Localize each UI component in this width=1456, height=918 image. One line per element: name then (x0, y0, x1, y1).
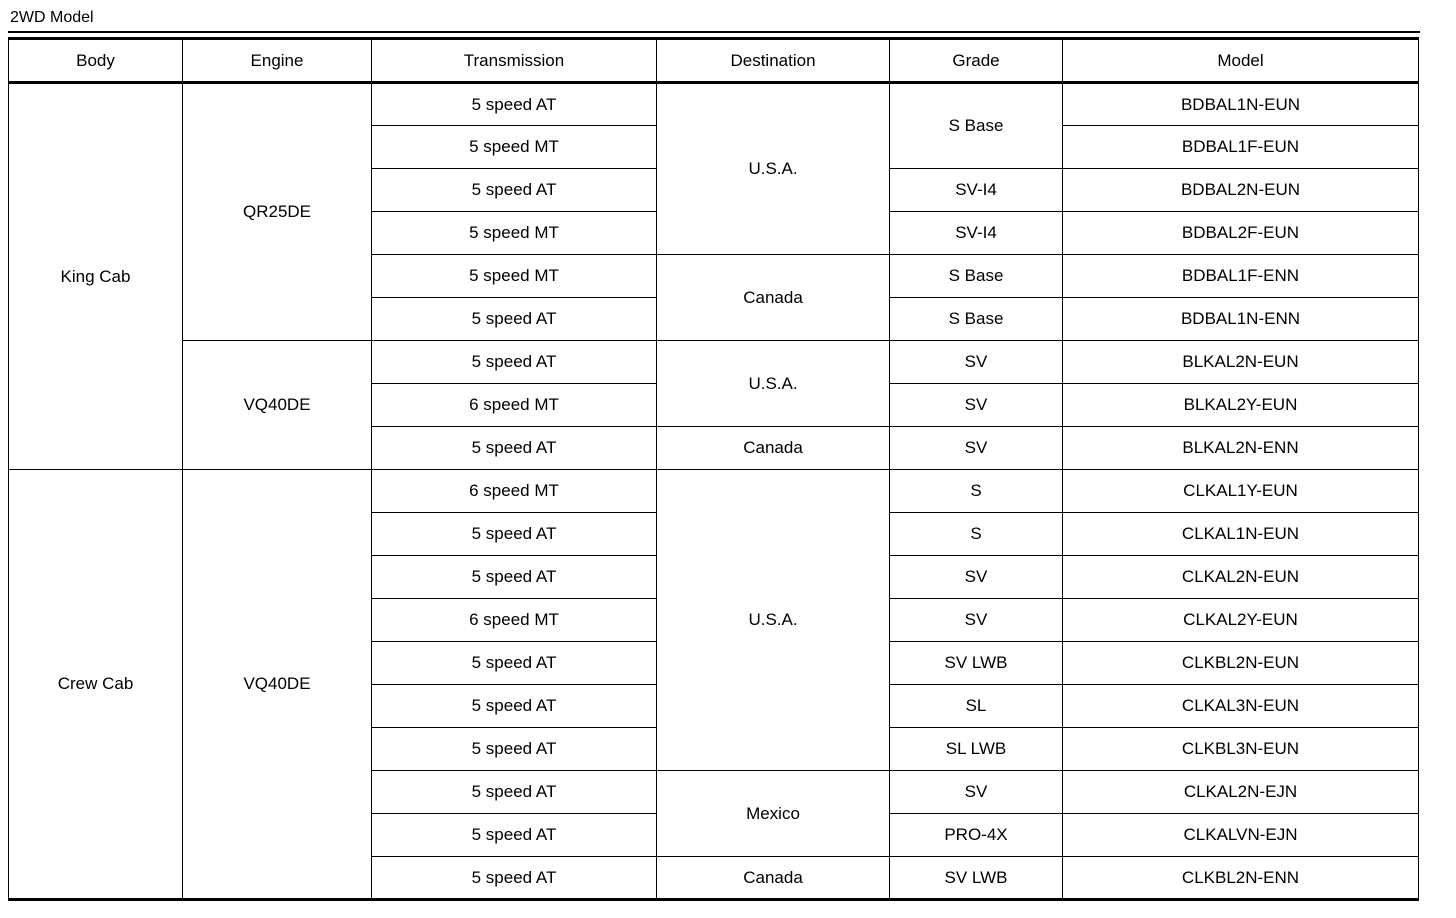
cell-model: CLKAL1Y-EUN (1062, 469, 1419, 514)
cell-transmission: 5 speed AT (371, 512, 657, 557)
cell-grade: SV (889, 383, 1063, 428)
cell-transmission: 5 speed AT (371, 426, 657, 471)
cell-grade: SV (889, 555, 1063, 600)
cell-model: BDBAL1F-EUN (1062, 125, 1419, 170)
cell-transmission: 5 speed MT (371, 254, 657, 299)
cell-grade: S (889, 512, 1063, 557)
cell-grade: S Base (889, 82, 1063, 170)
cell-transmission: 5 speed AT (371, 168, 657, 213)
title-underline: 2WD Model (8, 6, 1420, 34)
cell-grade: S Base (889, 254, 1063, 299)
cell-model: BDBAL1N-ENN (1062, 297, 1419, 342)
column-header-transmission: Transmission (371, 38, 657, 85)
table-row: VQ40DE 5 speed AT U.S.A. SV BLKAL2N-EUN (9, 340, 1419, 471)
table-row: 6 speed MT SV BLKAL2Y-EUN (9, 383, 1419, 428)
cell-transmission: 5 speed AT (371, 555, 657, 600)
cell-model: BDBAL1N-EUN (1062, 82, 1419, 127)
table-row: 5 speed AT S Base BDBAL1N-ENN (9, 297, 1419, 342)
cell-model: CLKBL2N-EUN (1062, 641, 1419, 686)
cell-destination: Canada (656, 426, 890, 471)
table-row: 5 speed MT SV-I4 BDBAL2F-EUN (9, 211, 1419, 256)
table-row: 5 speed MT BDBAL1F-EUN (9, 125, 1419, 170)
cell-model: CLKBL3N-EUN (1062, 727, 1419, 772)
cell-transmission: 6 speed MT (371, 598, 657, 643)
cell-model: CLKAL2N-EUN (1062, 555, 1419, 600)
cell-grade: S (889, 469, 1063, 514)
cell-destination: Canada (656, 856, 890, 901)
cell-model: BDBAL1F-ENN (1062, 254, 1419, 299)
model-table: Body Engine Transmission Destination Gra… (8, 37, 1419, 902)
table-row: 5 speed AT SL CLKAL3N-EUN (9, 684, 1419, 729)
table-row: Crew Cab VQ40DE 6 speed MT U.S.A. S CLKA… (8, 469, 1419, 901)
cell-grade: S Base (889, 297, 1063, 342)
cell-model: CLKAL3N-EUN (1062, 684, 1419, 729)
cell-transmission: 5 speed AT (371, 813, 657, 858)
table-row: 6 speed MT SV CLKAL2Y-EUN (9, 598, 1419, 643)
page-title: 2WD Model (10, 9, 94, 26)
cell-model: CLKAL2Y-EUN (1062, 598, 1419, 643)
cell-transmission: 5 speed AT (371, 297, 657, 342)
table-row: 5 speed AT PRO-4X CLKALVN-EJN (9, 813, 1419, 858)
cell-transmission: 5 speed AT (371, 641, 657, 686)
header-row: Body Engine Transmission Destination Gra… (8, 38, 1419, 85)
cell-grade: SV-I4 (889, 211, 1063, 256)
cell-grade: SV (889, 770, 1063, 815)
column-header-engine: Engine (182, 38, 372, 85)
cell-model: CLKAL2N-EJN (1062, 770, 1419, 815)
cell-model: CLKAL1N-EUN (1062, 512, 1419, 557)
cell-model: BDBAL2N-EUN (1062, 168, 1419, 213)
column-header-model: Model (1062, 38, 1419, 85)
cell-transmission: 5 speed AT (371, 856, 657, 901)
table-row: 5 speed AT SL LWB CLKBL3N-EUN (9, 727, 1419, 772)
cell-transmission: 5 speed AT (371, 82, 657, 127)
cell-transmission: 5 speed AT (371, 684, 657, 729)
cell-body: Crew Cab (8, 469, 183, 901)
cell-engine: VQ40DE (182, 469, 372, 901)
cell-destination: U.S.A. (656, 82, 890, 256)
cell-transmission: 5 speed MT (371, 125, 657, 170)
cell-transmission: 5 speed AT (371, 340, 657, 385)
table-row: 5 speed AT Canada SV LWB CLKBL2N-ENN (9, 856, 1419, 901)
cell-destination: Canada (656, 254, 890, 342)
table-row: 5 speed AT Canada SV BLKAL2N-ENN (9, 426, 1419, 471)
cell-grade: SV LWB (889, 641, 1063, 686)
table-row: 5 speed AT Mexico SV CLKAL2N-EJN (9, 770, 1419, 858)
cell-model: BLKAL2N-ENN (1062, 426, 1419, 471)
cell-grade: SV (889, 426, 1063, 471)
cell-body: King Cab (8, 82, 183, 471)
cell-destination: U.S.A. (656, 340, 890, 428)
cell-grade: PRO-4X (889, 813, 1063, 858)
cell-grade: SL LWB (889, 727, 1063, 772)
cell-transmission: 5 speed AT (371, 727, 657, 772)
column-header-grade: Grade (889, 38, 1063, 85)
cell-transmission: 5 speed AT (371, 770, 657, 815)
cell-grade: SV (889, 598, 1063, 643)
cell-destination: Mexico (656, 770, 890, 858)
cell-transmission: 5 speed MT (371, 211, 657, 256)
column-header-body: Body (8, 38, 183, 85)
cell-model: CLKALVN-EJN (1062, 813, 1419, 858)
table-row: 5 speed AT SV-I4 BDBAL2N-EUN (9, 168, 1419, 213)
cell-transmission: 6 speed MT (371, 469, 657, 514)
cell-transmission: 6 speed MT (371, 383, 657, 428)
cell-grade: SL (889, 684, 1063, 729)
column-header-destination: Destination (656, 38, 890, 85)
cell-model: CLKBL2N-ENN (1062, 856, 1419, 901)
cell-model: BDBAL2F-EUN (1062, 211, 1419, 256)
table-row: 5 speed MT Canada S Base BDBAL1F-ENN (9, 254, 1419, 342)
cell-engine: VQ40DE (182, 340, 372, 471)
cell-model: BLKAL2Y-EUN (1062, 383, 1419, 428)
cell-grade: SV-I4 (889, 168, 1063, 213)
cell-grade: SV (889, 340, 1063, 385)
cell-destination: U.S.A. (656, 469, 890, 772)
cell-engine: QR25DE (182, 82, 372, 342)
table-row: King Cab QR25DE 5 speed AT U.S.A. S Base… (8, 82, 1419, 471)
cell-grade: SV LWB (889, 856, 1063, 901)
cell-model: BLKAL2N-EUN (1062, 340, 1419, 385)
